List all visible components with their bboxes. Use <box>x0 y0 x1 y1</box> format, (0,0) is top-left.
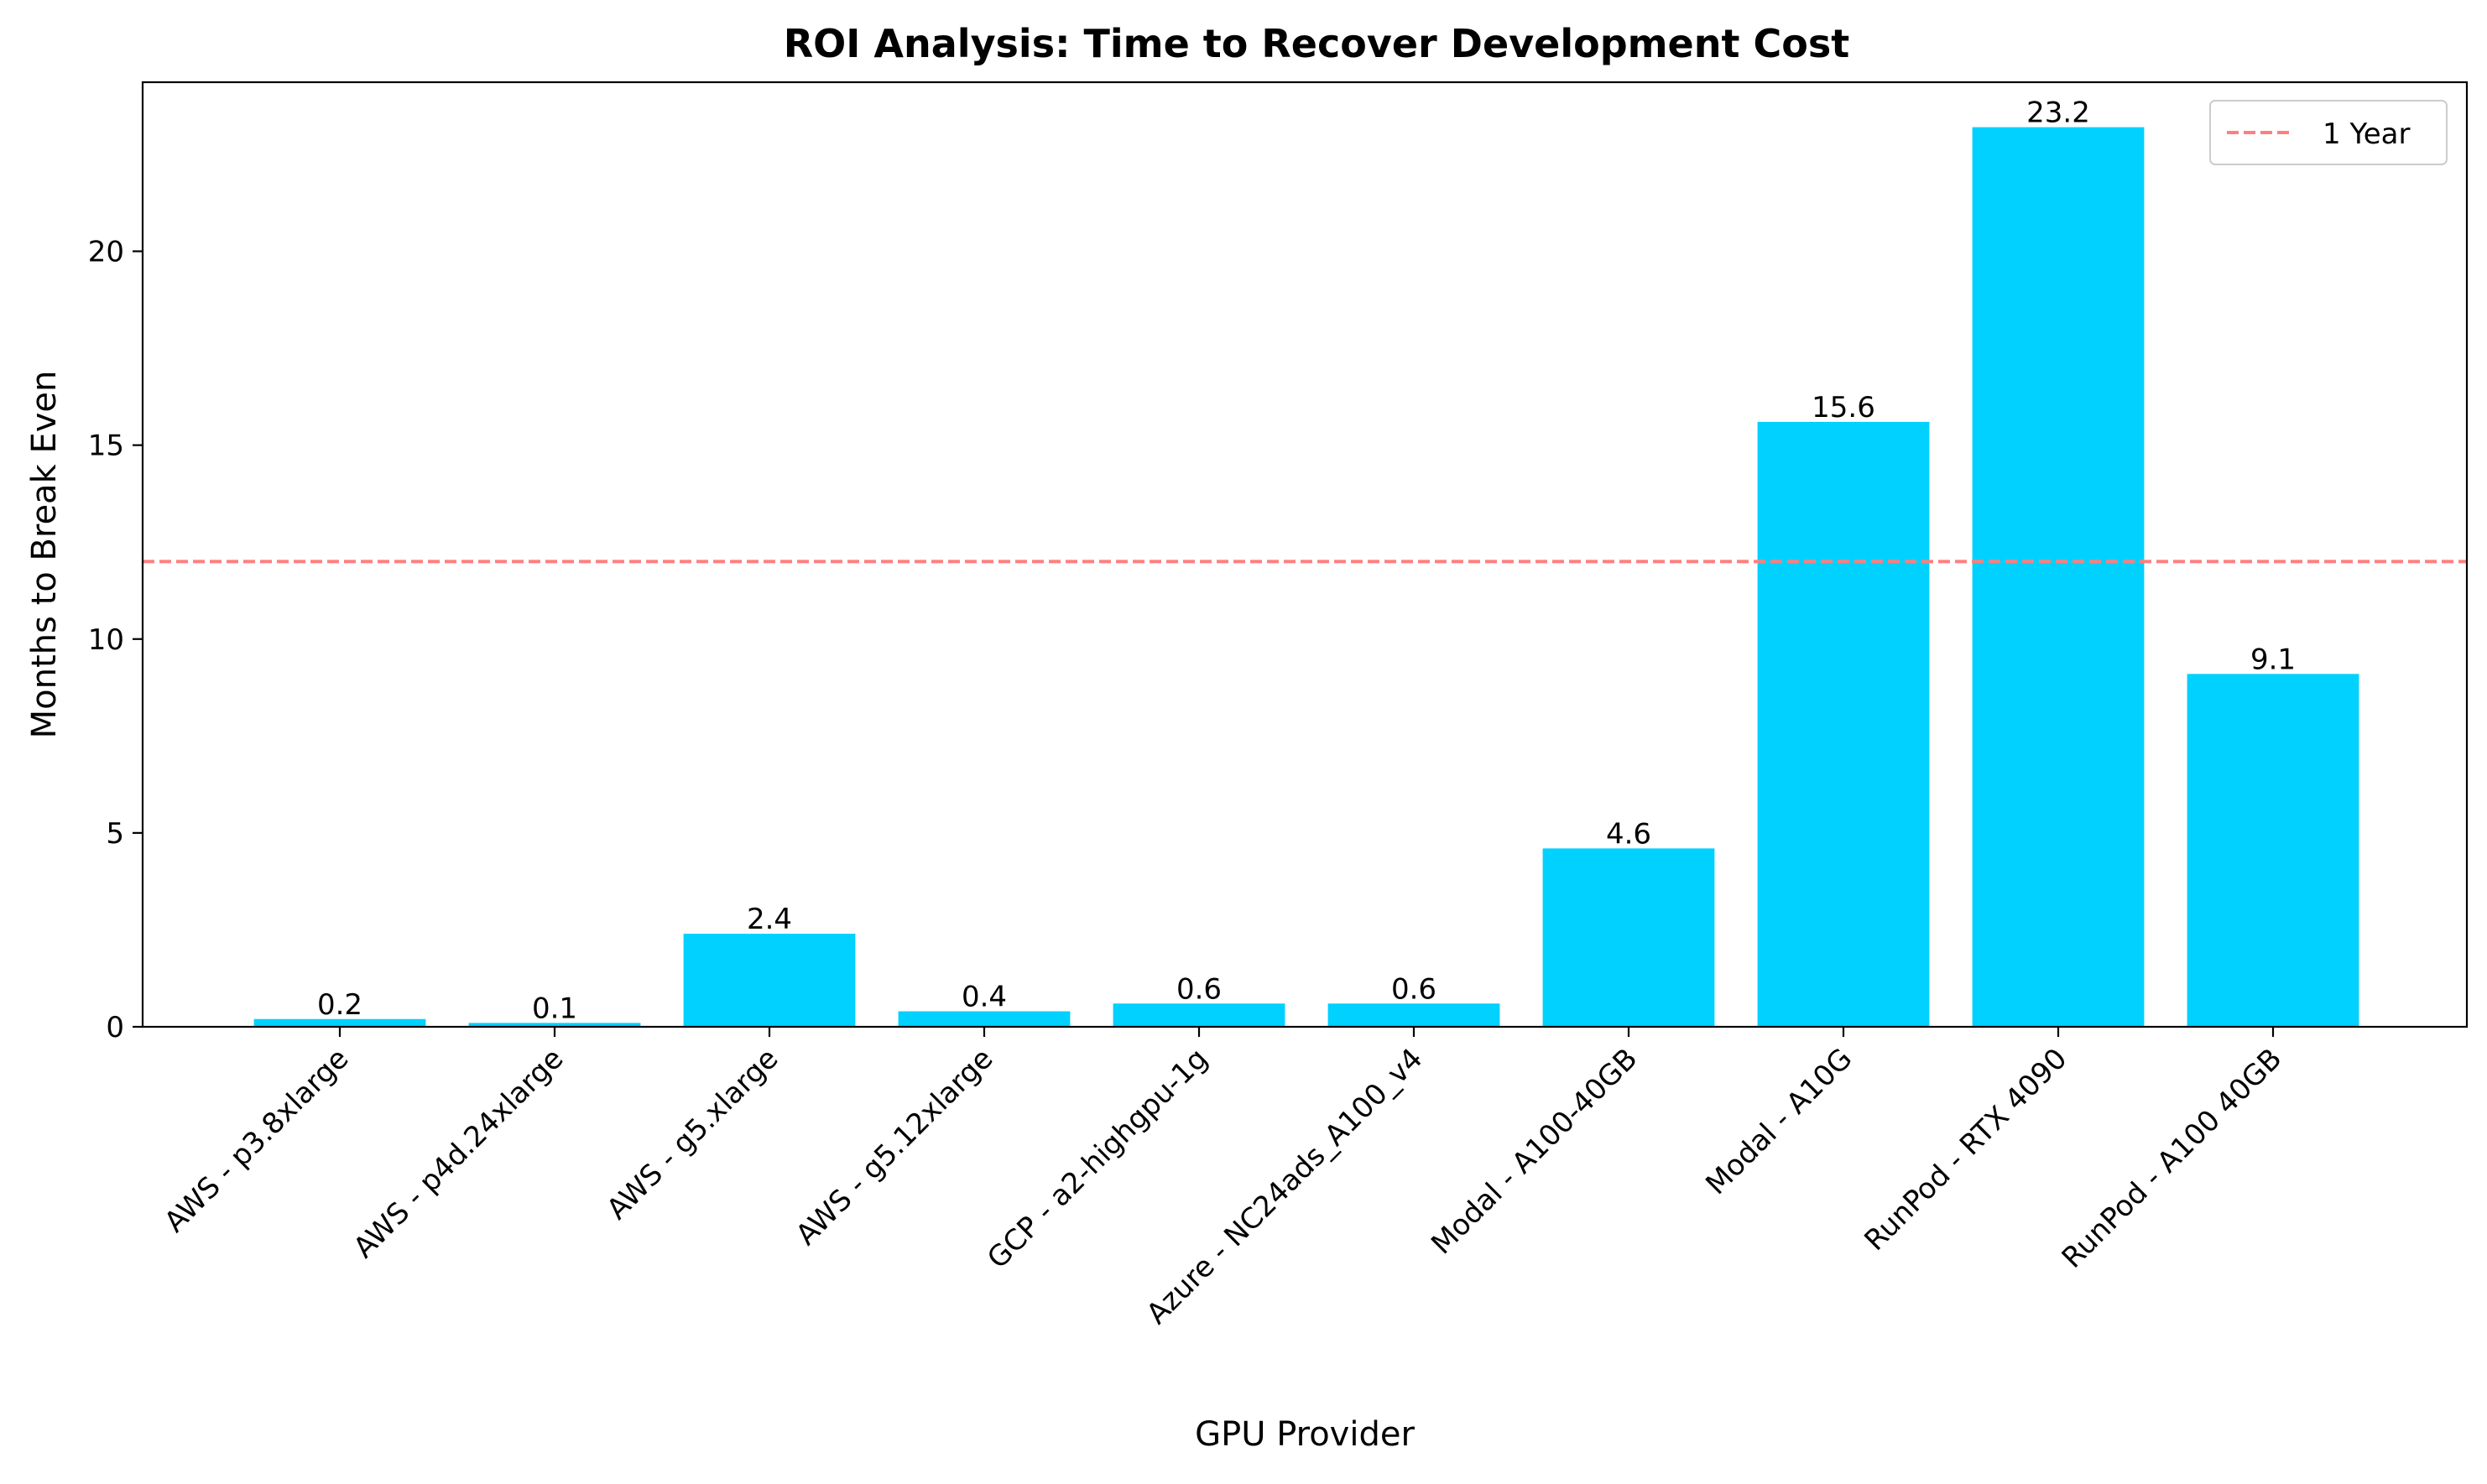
bar-runpod-a100-40gb <box>2187 674 2359 1027</box>
bar-value-label-modal-a10g: 15.6 <box>1812 391 1875 424</box>
bar-modal-a10g <box>1757 421 1930 1027</box>
y-tick-label: 0 <box>106 1011 124 1044</box>
x-tick-label-aws-p3-8xlarge: AWS - p3.8xlarge <box>158 1042 355 1239</box>
x-tick-label-aws-g5-12xlarge: AWS - g5.12xlarge <box>790 1042 999 1252</box>
bar-value-label-runpod-rtx-4090: 23.2 <box>2026 96 2090 130</box>
bar-runpod-rtx-4090 <box>1972 127 2145 1028</box>
bar-aws-g5-12xlarge <box>898 1011 1071 1027</box>
y-tick-label: 5 <box>106 817 124 851</box>
x-axis-label: GPU Provider <box>1195 1415 1415 1454</box>
x-tick-label-aws-p4d-24xlarge: AWS - p4d.24xlarge <box>347 1042 571 1265</box>
y-tick-label: 10 <box>88 623 124 657</box>
legend-label-1-year: 1 Year <box>2323 117 2410 151</box>
y-axis: 0 5 10 15 20 <box>88 236 143 1044</box>
bar-value-labels: 0.2 0.1 2.4 0.4 0.6 0.6 4.6 15.6 23.2 9.1 <box>317 96 2296 1026</box>
legend: 1 Year <box>2209 100 2448 165</box>
x-tick-label-modal-a10g: Modal - A10G <box>1699 1042 1859 1201</box>
bar-value-label-aws-p4d-24xlarge: 0.1 <box>532 992 577 1025</box>
chart-title: ROI Analysis: Time to Recover Developmen… <box>784 21 1849 66</box>
y-axis-label: Months to Break Even <box>25 371 64 739</box>
bar-value-label-aws-g5-12xlarge: 0.4 <box>962 981 1007 1014</box>
y-tick-label: 20 <box>88 236 124 269</box>
bar-aws-g5-xlarge <box>683 934 856 1027</box>
bar-aws-p4d-24xlarge <box>468 1023 641 1027</box>
bar-value-label-azure-nc24ads-a100-v4: 0.6 <box>1391 972 1436 1006</box>
x-tick-label-gcp-a2-highgpu-1g: GCP - a2-highgpu-1g <box>981 1042 1214 1275</box>
y-tick-label: 15 <box>88 430 124 463</box>
x-tick-label-runpod-a100-40gb: RunPod - A100 40GB <box>2056 1042 2289 1275</box>
x-tick-label-runpod-rtx-4090: RunPod - RTX 4090 <box>1858 1042 2073 1257</box>
bar-modal-a100-40gb <box>1542 848 1715 1027</box>
bar-azure-nc24ads-a100-v4 <box>1327 1003 1500 1027</box>
bar-value-label-gcp-a2-highgpu-1g: 0.6 <box>1176 972 1222 1006</box>
bar-aws-p3-8xlarge <box>253 1018 426 1027</box>
legend-box <box>2209 100 2448 165</box>
bar-gcp-a2-highgpu-1g <box>1113 1003 1285 1027</box>
plot-frame <box>141 81 2469 1028</box>
x-tick-label-aws-g5-xlarge: AWS - g5.xlarge <box>601 1042 785 1226</box>
bars-group <box>253 127 2359 1028</box>
x-tick-label-modal-a100-40gb: Modal - A100-40GB <box>1425 1042 1644 1261</box>
bar-value-label-modal-a100-40gb: 4.6 <box>1606 817 1651 851</box>
bar-value-label-runpod-a100-40gb: 9.1 <box>2250 643 2296 676</box>
bar-value-label-aws-g5-xlarge: 2.4 <box>747 903 792 936</box>
bar-value-label-aws-p3-8xlarge: 0.2 <box>317 988 362 1022</box>
